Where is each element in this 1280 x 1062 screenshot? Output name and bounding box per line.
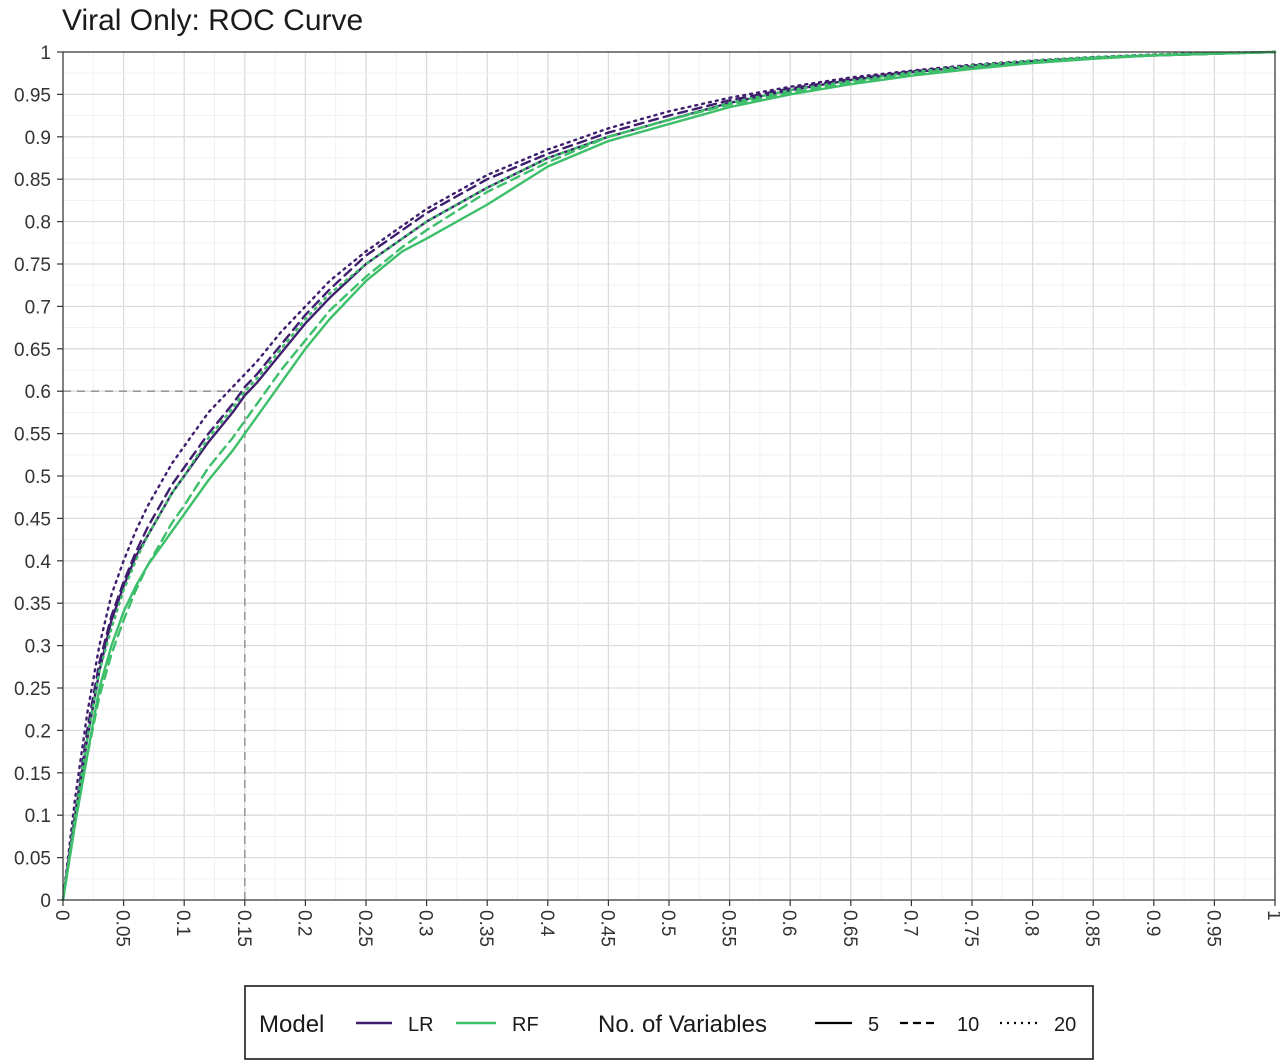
y-tick-label: 0.4 (25, 552, 52, 573)
y-tick-label: 1 (40, 43, 51, 64)
chart-title: Viral Only: ROC Curve (62, 4, 363, 37)
y-tick-label: 0.15 (14, 764, 51, 785)
x-axis-ticks: 0 0.05 0.1 0.15 0.2 0.25 0.3 0.35 0.4 0.45 0.5 0.55… (51, 900, 1280, 947)
legend-model-title: Model (259, 1011, 324, 1038)
y-tick-label: 0.5 (25, 467, 51, 488)
legend-5-label: 5 (868, 1014, 879, 1036)
x-tick-label: 0.6 (778, 910, 799, 936)
y-tick-label: 0.45 (14, 509, 51, 530)
series-line-rf-10 (61, 50, 1277, 902)
x-tick-label: 0.75 (960, 910, 981, 947)
x-tick-label: 0.05 (112, 910, 133, 947)
x-tick-label: 0.3 (415, 910, 436, 936)
x-tick-label: 0.45 (596, 910, 617, 947)
y-tick-label: 0.7 (25, 297, 51, 318)
y-tick-label: 0.65 (14, 340, 51, 361)
series-line-rf-5 (61, 50, 1277, 902)
x-tick-label: 0.85 (1081, 910, 1102, 947)
reference-lines (63, 390, 246, 900)
x-tick-label: 0.15 (233, 910, 254, 947)
x-tick-label: 0.7 (899, 910, 920, 936)
legend: Model LR RF No. of Variables 5 10 20 (244, 985, 1094, 1060)
legend-vars-title: No. of Variables (598, 1011, 767, 1038)
y-tick-label: 0.85 (14, 170, 51, 191)
y-tick-label: 0.55 (14, 425, 51, 446)
y-axis-ticks: 0 0.05 0.1 0.15 0.2 0.25 0.3 0.35 0.4 0.45 0.5 0.55… (14, 43, 63, 912)
y-tick-label: 0.9 (25, 128, 51, 149)
x-tick-label: 0.65 (839, 910, 860, 947)
y-tick-label: 0.95 (14, 85, 51, 106)
y-tick-label: 0 (40, 891, 51, 912)
x-tick-label: 0.95 (1202, 910, 1223, 947)
y-tick-label: 0.75 (14, 255, 51, 276)
legend-20-label: 20 (1054, 1014, 1076, 1036)
y-tick-label: 0.3 (25, 637, 51, 658)
y-tick-label: 0.6 (25, 382, 51, 403)
x-tick-label: 0.25 (354, 910, 375, 947)
series-line-lr-20 (61, 50, 1277, 902)
x-tick-label: 0.55 (718, 910, 739, 947)
x-tick-label: 0.5 (657, 910, 678, 936)
y-tick-label: 0.05 (14, 849, 51, 870)
legend-10-label: 10 (957, 1014, 979, 1036)
y-tick-label: 0.35 (14, 594, 51, 615)
x-tick-label: 0.1 (172, 910, 193, 936)
x-tick-label: 0 (51, 910, 72, 921)
x-tick-label: 0.2 (293, 910, 314, 936)
x-tick-label: 0.8 (1021, 910, 1042, 936)
x-tick-label: 0.4 (536, 910, 557, 937)
legend-lr-label: LR (408, 1014, 434, 1036)
y-tick-label: 0.25 (14, 679, 51, 700)
series-lines (61, 50, 1277, 902)
y-tick-label: 0.1 (25, 806, 51, 827)
y-tick-label: 0.2 (25, 721, 51, 742)
series-line-rf-20 (61, 50, 1277, 902)
x-tick-label: 0.9 (1142, 910, 1163, 936)
y-tick-label: 0.8 (25, 213, 51, 234)
x-tick-label: 1 (1263, 910, 1280, 921)
legend-rf-label: RF (512, 1014, 539, 1036)
x-tick-label: 0.35 (475, 910, 496, 947)
